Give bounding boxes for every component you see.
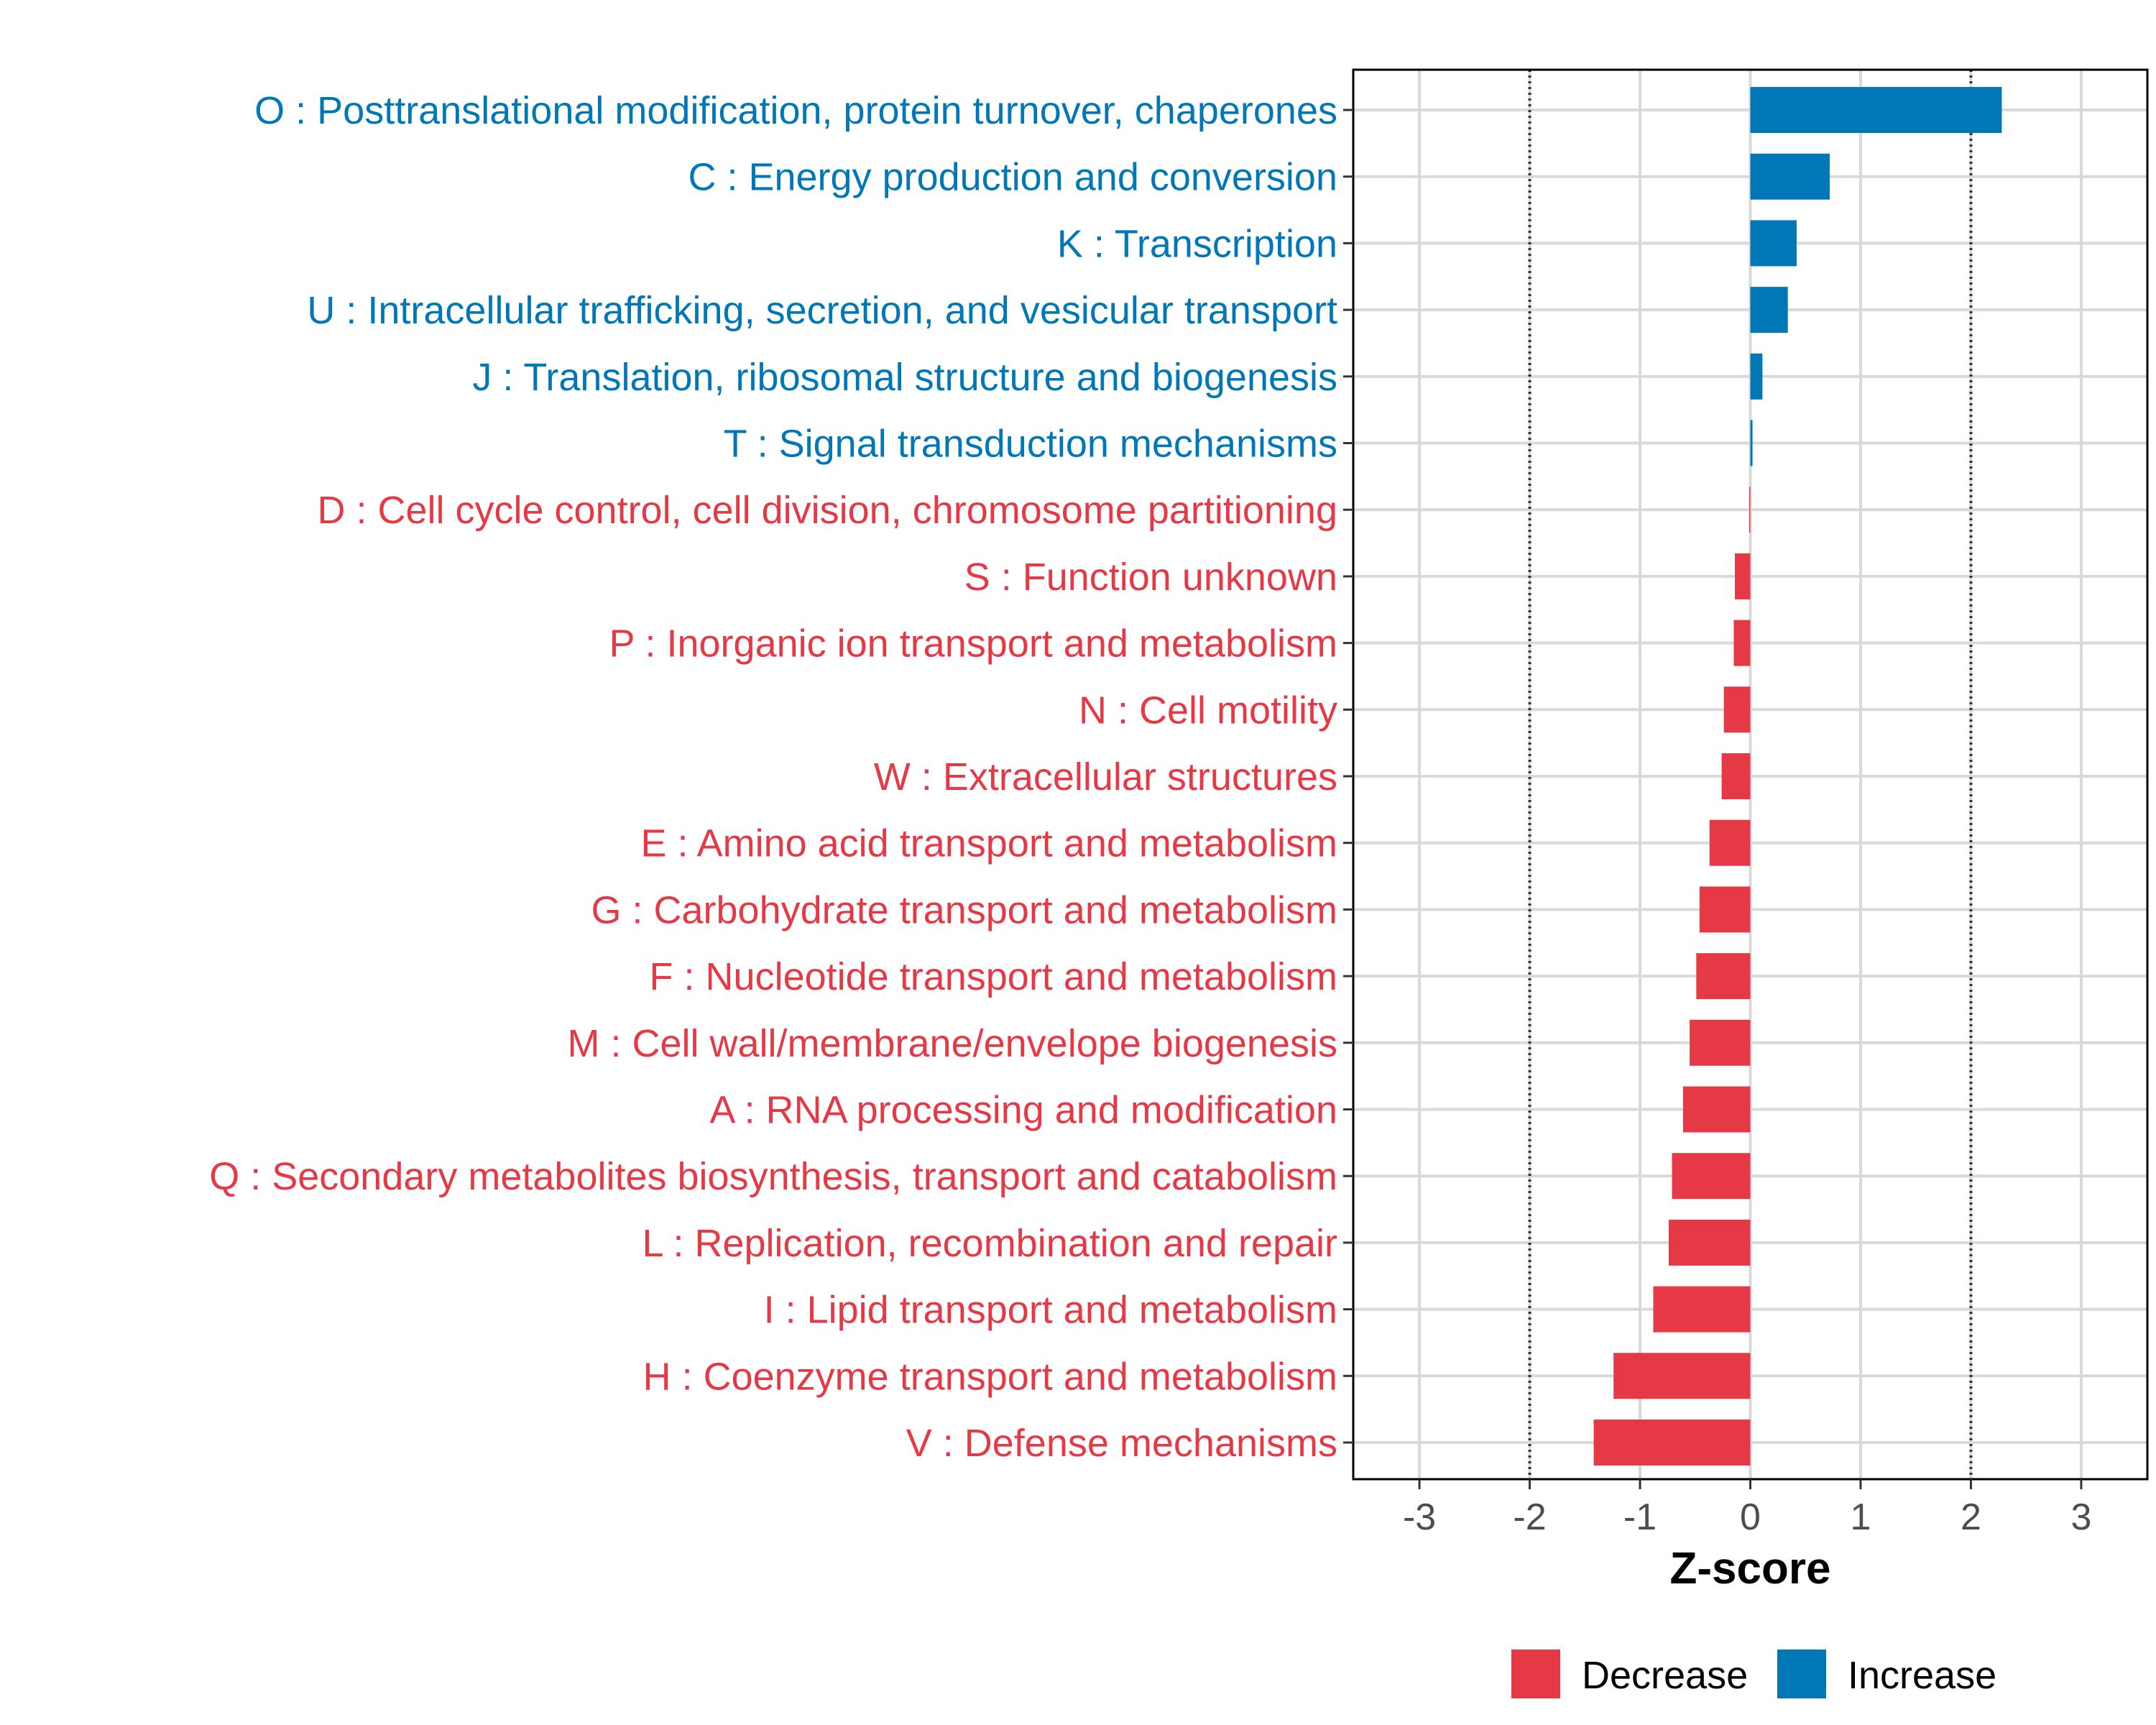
category-label: N : Cell motility	[1079, 689, 1337, 732]
x-axis-ticks	[1418, 1479, 2083, 1489]
bar	[1749, 487, 1751, 533]
bar	[1696, 953, 1751, 1000]
bar	[1690, 1019, 1751, 1066]
x-axis-title: Z-score	[1670, 1544, 1831, 1593]
x-tick-label: 2	[1961, 1496, 1981, 1538]
category-label: W : Extracellular structures	[874, 755, 1337, 799]
category-label: S : Function unknown	[964, 556, 1337, 599]
category-label: M : Cell wall/membrane/envelope biogenes…	[567, 1022, 1337, 1065]
category-label: I : Lipid transport and metabolism	[764, 1289, 1337, 1332]
bar	[1682, 1086, 1751, 1133]
category-label: G : Carbohydrate transport and metabolis…	[591, 888, 1338, 932]
x-tick-label: -1	[1623, 1496, 1657, 1538]
bar	[1750, 420, 1753, 466]
category-label: L : Replication, recombination and repai…	[642, 1222, 1337, 1265]
bar	[1668, 1219, 1751, 1266]
legend-label-increase: Increase	[1848, 1654, 1996, 1697]
bar	[1750, 220, 1797, 267]
legend-label-decrease: Decrease	[1582, 1654, 1748, 1697]
legend-key-increase	[1777, 1650, 1826, 1698]
legend-key-decrease	[1511, 1650, 1560, 1698]
category-label: P : Inorganic ion transport and metaboli…	[609, 622, 1337, 666]
x-tick-label: -3	[1403, 1496, 1436, 1538]
bar	[1653, 1286, 1751, 1333]
reference-lines	[1528, 70, 1973, 1479]
bar	[1672, 1153, 1751, 1200]
x-tick-label: -2	[1513, 1496, 1546, 1538]
category-label: U : Intracellular trafficking, secretion…	[307, 289, 1337, 332]
bar	[1750, 87, 2002, 133]
category-label: J : Translation, ribosomal structure and…	[472, 356, 1337, 399]
x-tick-label: 1	[1851, 1496, 1871, 1538]
bar	[1593, 1420, 1751, 1466]
category-label: H : Coenzyme transport and metabolism	[643, 1355, 1337, 1398]
x-tick-label: 3	[2070, 1496, 2091, 1538]
bar	[1721, 753, 1751, 799]
bar	[1750, 353, 1763, 400]
bar	[1750, 153, 1830, 200]
bar	[1709, 819, 1751, 866]
category-label: O : Posttranslational modification, prot…	[254, 89, 1337, 132]
category-label: T : Signal transduction mechanisms	[724, 423, 1337, 466]
x-tick-labels: -3 -2 -1 0 1 2 3	[1403, 1496, 2091, 1538]
category-label: Q : Secondary metabolites biosynthesis, …	[209, 1155, 1337, 1198]
bars	[1593, 87, 2002, 1466]
category-labels: O : Posttranslational modification, prot…	[209, 89, 1337, 1465]
x-tick-label: 0	[1740, 1496, 1761, 1538]
category-label: E : Amino acid transport and metabolism	[641, 822, 1337, 865]
bar	[1735, 553, 1751, 599]
category-label: V : Defense mechanisms	[906, 1422, 1337, 1465]
legend: Decrease Increase	[1511, 1650, 1996, 1698]
bar	[1613, 1353, 1751, 1399]
category-label: D : Cell cycle control, cell division, c…	[317, 489, 1337, 532]
category-label: C : Energy production and conversion	[688, 156, 1337, 199]
category-label: A : RNA processing and modification	[710, 1089, 1337, 1132]
bar	[1750, 287, 1788, 334]
bar	[1699, 886, 1751, 933]
bar	[1733, 620, 1751, 666]
y-axis-ticks	[1343, 109, 1353, 1444]
category-label: F : Nucleotide transport and metabolism	[650, 955, 1337, 998]
bar	[1723, 686, 1751, 733]
category-label: K : Transcription	[1057, 222, 1337, 265]
